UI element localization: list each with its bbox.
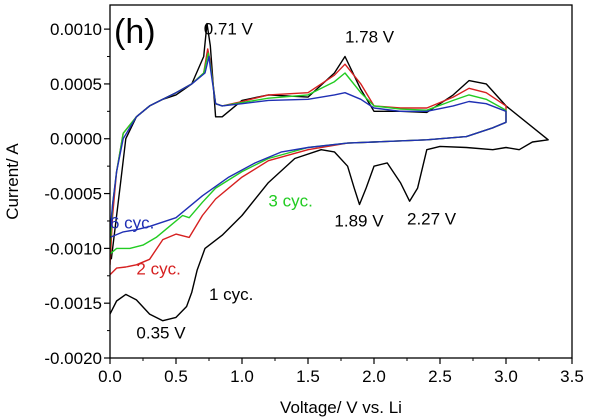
y-tick-label: -0.0020 — [44, 349, 102, 368]
x-axis-title: Voltage/ V vs. Li — [280, 398, 402, 417]
annotation-label: 0.71 V — [204, 20, 254, 39]
x-tick-label: 0.5 — [164, 367, 188, 386]
x-tick-label: 1.0 — [230, 367, 254, 386]
series-line-1 — [110, 22, 549, 322]
y-tick-label: 0.0000 — [50, 130, 102, 149]
annotation-label: 3 cyc. — [268, 192, 312, 211]
series-line-2 — [110, 48, 507, 276]
x-tick-label: 0.0 — [98, 367, 122, 386]
y-tick-label: 0.0005 — [50, 75, 102, 94]
x-tick-label: 3.0 — [494, 367, 518, 386]
x-tick-label: 1.5 — [296, 367, 320, 386]
plot-frame — [109, 4, 573, 359]
annotations-layer: 0.71 V 1.78 V 6 cyc. 3 cyc. 2 cyc. 1 cyc. 1.89… — [110, 20, 457, 343]
annotation-label: 1 cyc. — [209, 285, 253, 304]
annotation-label: 2.27 V — [407, 209, 457, 228]
annotation-label: 1.78 V — [345, 27, 395, 46]
annotation-label: 1.89 V — [334, 211, 384, 230]
x-tick-label: 2.0 — [362, 367, 386, 386]
y-tick-label: -0.0005 — [44, 185, 102, 204]
ticks-layer: 0.0 0.5 1.0 1.5 2.0 2.5 3.0 3.5 -0.0020 -0.0015 -0… — [44, 20, 583, 386]
series-line-4 — [110, 55, 507, 239]
y-tick-label: -0.0015 — [44, 294, 102, 313]
series-layer — [110, 22, 549, 322]
x-tick-label: 2.5 — [428, 367, 452, 386]
x-tick-label: 3.5 — [560, 367, 584, 386]
y-tick-label: -0.0010 — [44, 239, 102, 258]
y-axis-title: Current/ A — [3, 143, 22, 220]
annotation-label: 2 cyc. — [136, 260, 180, 279]
annotation-label: 6 cyc. — [110, 214, 154, 233]
y-tick-label: 0.0010 — [50, 20, 102, 39]
panel-label: (h) — [114, 13, 156, 51]
annotation-label: 0.35 V — [136, 323, 186, 342]
